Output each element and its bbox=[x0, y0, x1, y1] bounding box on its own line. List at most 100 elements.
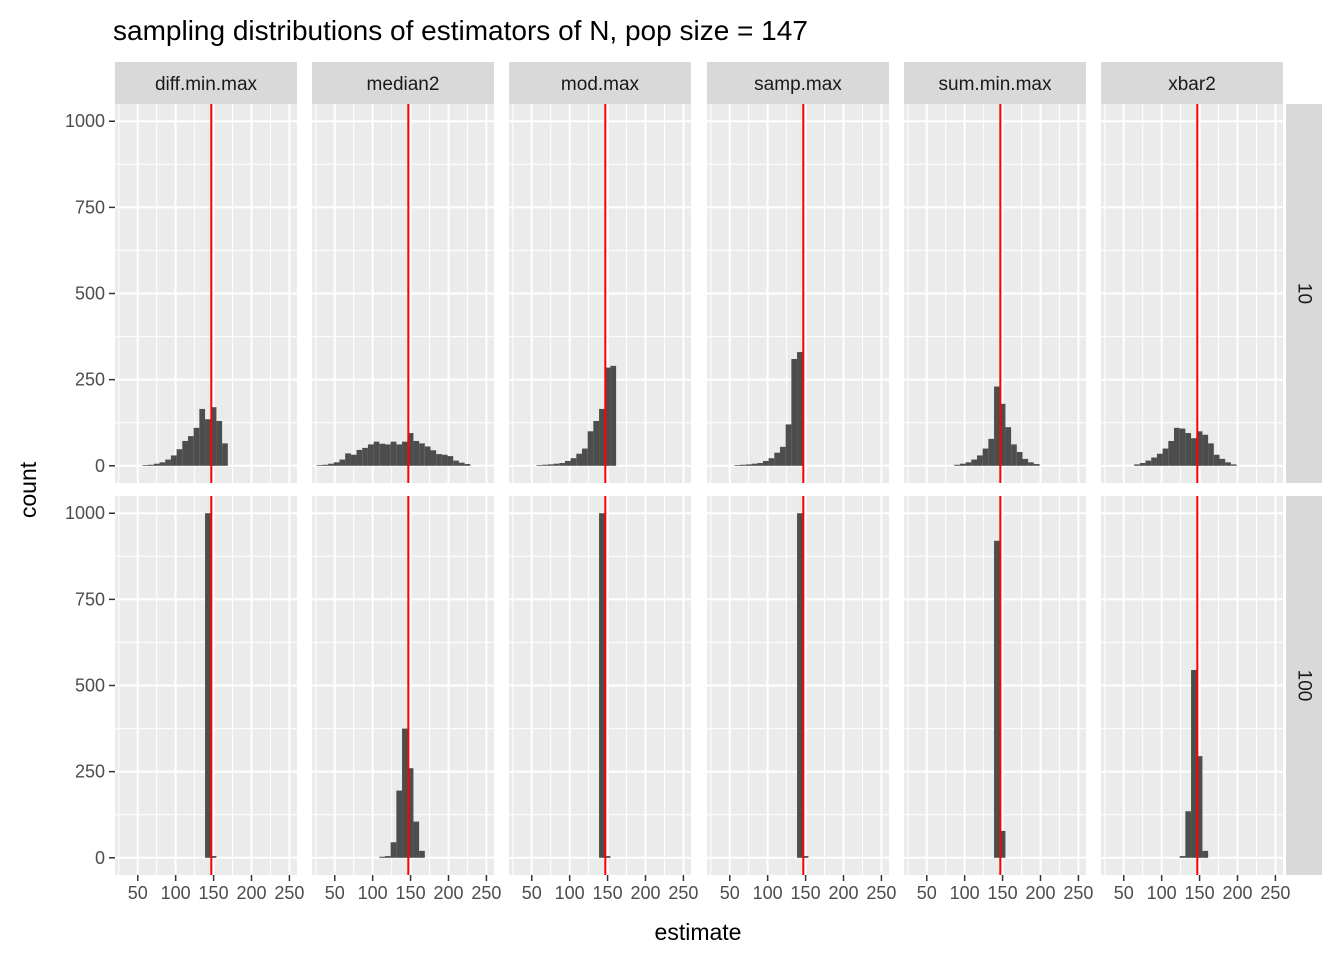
histogram-bar bbox=[971, 459, 977, 466]
histogram-bar bbox=[390, 842, 397, 858]
x-tick-label: 150 bbox=[396, 883, 426, 903]
strip-mod-max bbox=[509, 62, 691, 104]
strip-sum-min-max bbox=[904, 62, 1086, 104]
x-tick-label: 200 bbox=[236, 883, 266, 903]
x-tick-label: 200 bbox=[828, 883, 858, 903]
x-tick-label: 150 bbox=[988, 883, 1018, 903]
x-tick-label: 100 bbox=[358, 883, 388, 903]
histogram-bar bbox=[407, 768, 414, 858]
histogram-bar bbox=[441, 454, 448, 466]
histogram-bar bbox=[1213, 454, 1220, 466]
histogram-bar bbox=[316, 465, 323, 466]
histogram-bar bbox=[1191, 438, 1197, 466]
histogram-bar bbox=[413, 440, 420, 466]
histogram-bar bbox=[1162, 448, 1169, 466]
histogram-bar bbox=[384, 856, 391, 858]
histogram-bar bbox=[593, 420, 600, 466]
histogram-bar bbox=[559, 463, 565, 466]
histogram-bar bbox=[447, 456, 454, 466]
histogram-bar bbox=[751, 463, 758, 466]
strip-label: sum.min.max bbox=[939, 74, 1052, 95]
histogram-bar bbox=[1134, 464, 1140, 466]
histogram-bar bbox=[1016, 451, 1023, 466]
histogram-bar bbox=[564, 460, 571, 466]
histogram-bar bbox=[222, 443, 228, 466]
histogram-bar bbox=[1202, 434, 1209, 466]
histogram-bar bbox=[1191, 669, 1197, 858]
x-tick-label: 50 bbox=[1114, 883, 1134, 903]
panel-samp-max-n100 bbox=[707, 496, 889, 875]
y-tick-label: 500 bbox=[75, 284, 105, 304]
histogram-bar bbox=[390, 441, 397, 466]
histogram-bar bbox=[1196, 756, 1203, 858]
histogram-bar bbox=[965, 462, 972, 466]
histogram-bar bbox=[1219, 458, 1226, 466]
histogram-bar bbox=[988, 438, 995, 466]
y-tick-label: 0 bbox=[95, 456, 105, 476]
histogram-bar bbox=[604, 856, 611, 858]
histogram-bar bbox=[148, 464, 154, 466]
histogram-bar bbox=[1185, 811, 1192, 858]
histogram-bar bbox=[536, 465, 543, 466]
histogram-bar bbox=[734, 465, 741, 466]
x-tick-label: 200 bbox=[630, 883, 660, 903]
histogram-bar bbox=[1185, 433, 1192, 466]
x-tick-label: 100 bbox=[1147, 883, 1177, 903]
histogram-bar bbox=[328, 463, 334, 466]
histogram-bar bbox=[547, 464, 554, 466]
y-axis-title: count bbox=[15, 461, 41, 518]
histogram-bar bbox=[599, 408, 605, 466]
x-tick-label: 50 bbox=[917, 883, 937, 903]
histogram-bar bbox=[994, 540, 1000, 858]
histogram-bar bbox=[976, 455, 983, 466]
histogram-bar bbox=[176, 449, 183, 466]
y-tick-label: 1000 bbox=[65, 503, 105, 523]
histogram-bar bbox=[464, 464, 471, 466]
histogram-bar bbox=[373, 441, 380, 466]
panel-diff-min-max-n100 bbox=[115, 496, 297, 875]
x-tick-label: 150 bbox=[1185, 883, 1215, 903]
x-tick-label: 150 bbox=[593, 883, 623, 903]
histogram-bar bbox=[1196, 431, 1203, 466]
histogram-bar bbox=[999, 403, 1006, 466]
histogram-bar bbox=[419, 850, 425, 858]
x-tick-label: 100 bbox=[950, 883, 980, 903]
y-tick-label: 250 bbox=[75, 370, 105, 390]
histogram-bar bbox=[762, 460, 769, 466]
histogram-bar bbox=[768, 458, 775, 466]
strip-label: mod.max bbox=[561, 74, 640, 95]
histogram-bar bbox=[1208, 443, 1214, 466]
x-tick-label: 100 bbox=[161, 883, 191, 903]
x-tick-label: 200 bbox=[1222, 883, 1252, 903]
histogram-bar bbox=[1151, 457, 1157, 466]
histogram-bar bbox=[362, 447, 368, 466]
histogram-bar bbox=[453, 460, 459, 466]
row-strip-label: 100 bbox=[1294, 670, 1315, 702]
histogram-bar bbox=[1145, 460, 1152, 466]
panel-samp-max-n10 bbox=[707, 104, 889, 483]
histogram-bar bbox=[199, 408, 206, 466]
histogram-bar bbox=[458, 462, 465, 466]
histogram-bar bbox=[379, 856, 385, 858]
strip-label: samp.max bbox=[754, 74, 842, 95]
histogram-bar bbox=[797, 352, 803, 466]
histogram-bar bbox=[959, 463, 966, 466]
row-strip-label: 10 bbox=[1294, 283, 1315, 304]
histogram-bar bbox=[604, 367, 611, 466]
histogram-bar bbox=[430, 450, 437, 466]
panel-median2-n10 bbox=[312, 104, 494, 483]
panel-median2-n100 bbox=[312, 496, 494, 875]
histogram-bar bbox=[210, 856, 217, 858]
histogram-bar bbox=[1179, 856, 1186, 858]
histogram-bar bbox=[587, 431, 594, 466]
histogram-bar bbox=[170, 455, 177, 466]
strip-label: diff.min.max bbox=[155, 74, 258, 95]
histogram-bar bbox=[396, 444, 403, 466]
histogram-bar bbox=[407, 433, 414, 466]
x-tick-label: 100 bbox=[555, 883, 585, 903]
histogram-bar bbox=[402, 728, 408, 858]
histogram-bar bbox=[553, 463, 560, 466]
histogram-bar bbox=[785, 424, 792, 466]
histogram-bar bbox=[350, 454, 357, 466]
histogram-bar bbox=[159, 462, 166, 466]
